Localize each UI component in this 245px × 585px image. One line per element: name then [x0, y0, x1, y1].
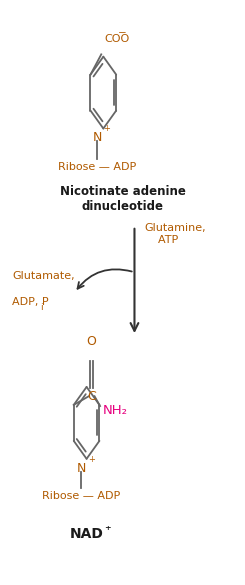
Text: +: +	[104, 125, 110, 133]
Text: NH₂: NH₂	[102, 404, 127, 417]
Text: Glutamate,: Glutamate,	[12, 271, 75, 281]
Text: O: O	[87, 335, 97, 348]
Text: N: N	[93, 132, 102, 144]
Text: N: N	[77, 462, 86, 474]
Text: ⁺: ⁺	[105, 524, 111, 537]
Text: Nicotinate adenine
dinucleotide: Nicotinate adenine dinucleotide	[60, 185, 185, 214]
Text: COO: COO	[105, 35, 130, 44]
Text: Glutamine,
    ATP: Glutamine, ATP	[144, 223, 206, 245]
Text: ADP, P: ADP, P	[12, 297, 49, 307]
Text: NAD: NAD	[70, 527, 103, 541]
Text: C: C	[87, 390, 96, 402]
Text: Ribose — ADP: Ribose — ADP	[58, 161, 136, 171]
Text: +: +	[88, 455, 95, 464]
Text: −: −	[118, 27, 127, 37]
Text: i: i	[40, 302, 43, 312]
Text: Ribose — ADP: Ribose — ADP	[42, 491, 121, 501]
